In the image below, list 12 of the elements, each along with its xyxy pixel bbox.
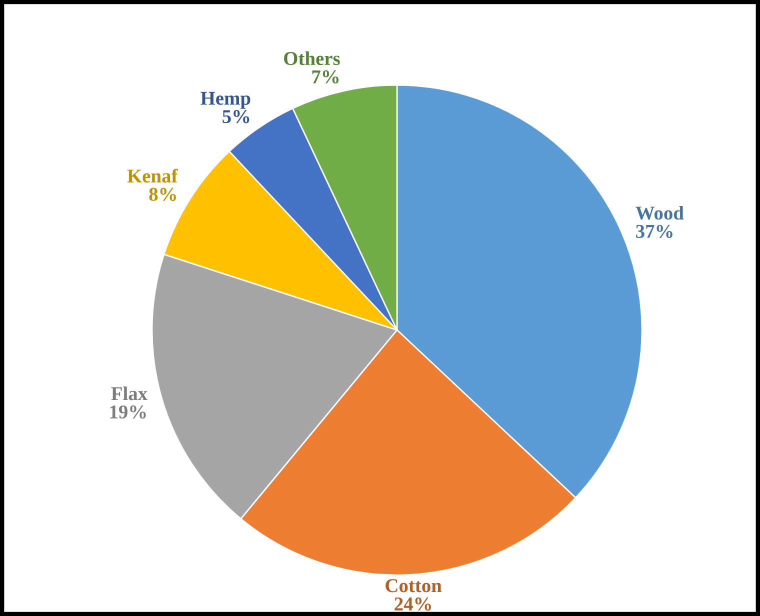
data-label: 24% <box>394 597 431 611</box>
data-label: 5% <box>222 110 250 124</box>
slice-label: Kenaf <box>127 168 178 183</box>
slice-label: Others <box>284 51 340 66</box>
slice-label: Cotton <box>386 579 442 592</box>
slice-label: Hemp <box>200 92 250 109</box>
slice-label: Flax <box>111 386 148 400</box>
data-label: 7% <box>312 70 339 84</box>
data-label: 37% <box>636 224 672 238</box>
data-label: 19% <box>110 405 146 419</box>
slice-label: Wood <box>636 206 684 220</box>
data-label: 8% <box>149 188 176 201</box>
